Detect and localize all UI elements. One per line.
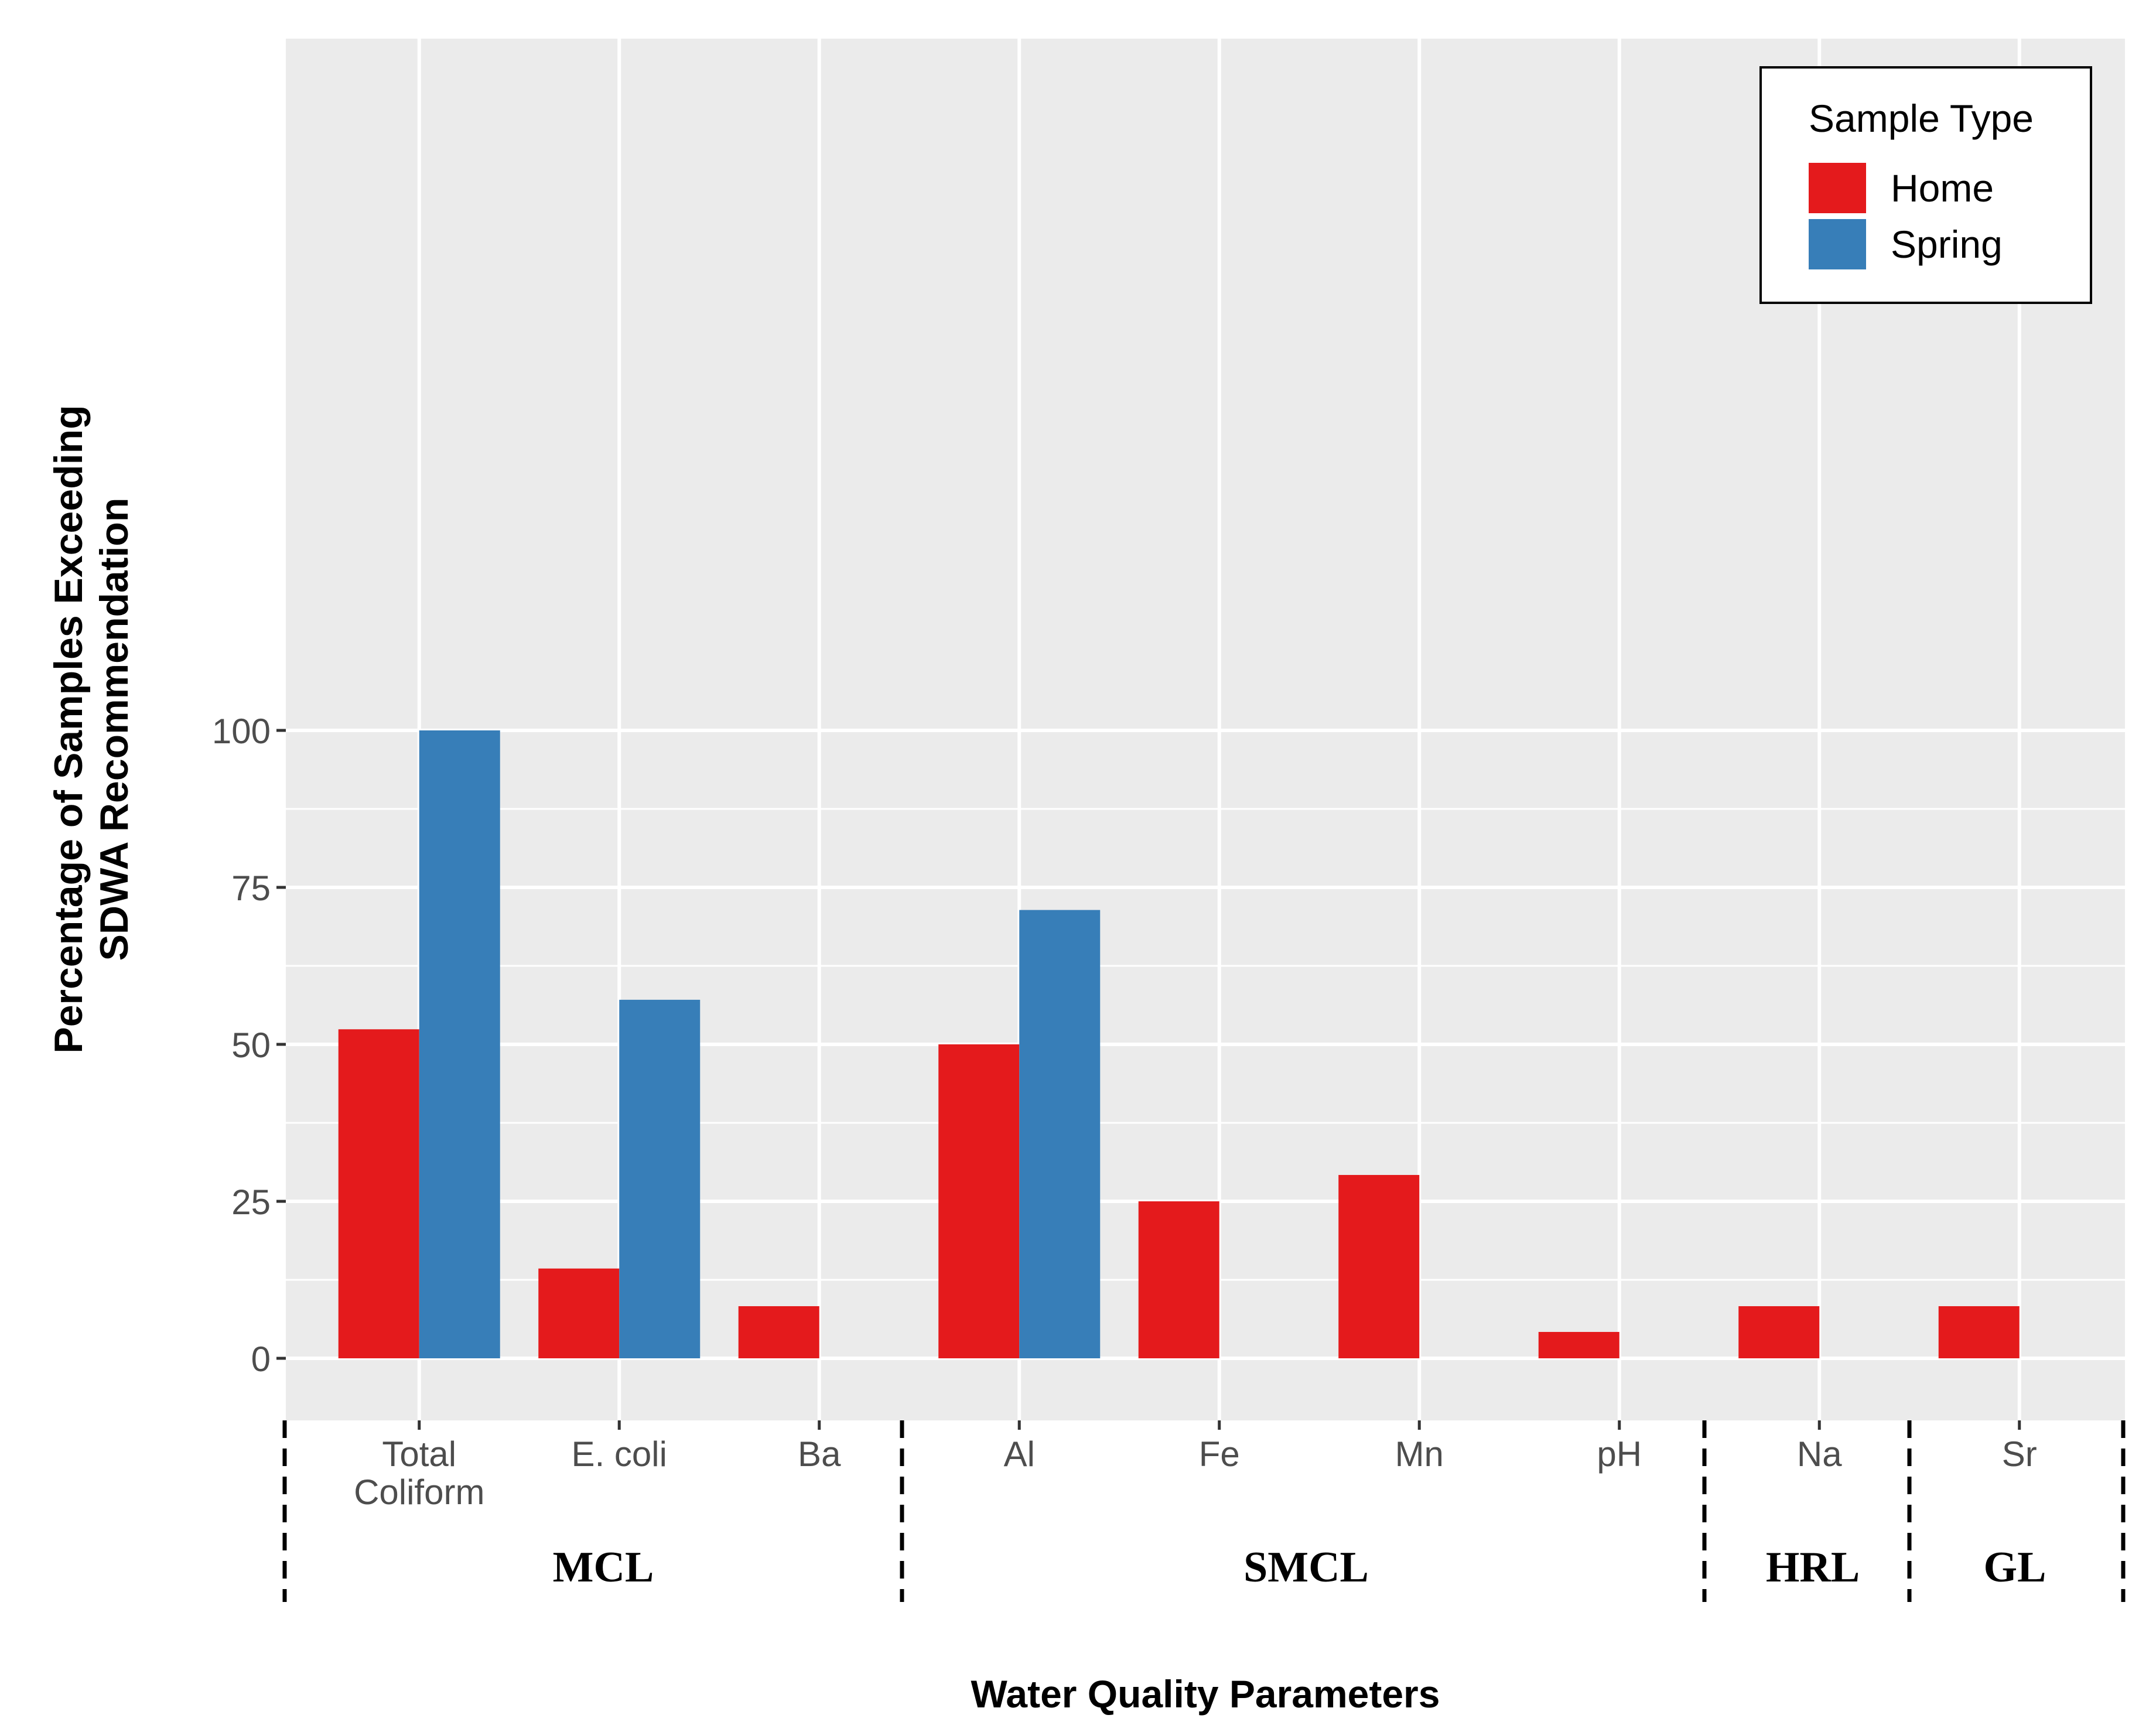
x-tick-label: Sr [2002, 1434, 2037, 1474]
group-label-mcl: MCL [553, 1543, 654, 1591]
y-tick-label: 0 [251, 1340, 271, 1379]
x-tick-label: Fe [1199, 1434, 1240, 1474]
group-label-hrl: HRL [1766, 1543, 1860, 1591]
x-tick-label: Mn [1395, 1434, 1444, 1474]
group-label-gl: GL [1984, 1543, 2046, 1591]
x-tick-label: Total [382, 1434, 456, 1474]
y-axis-title-line2: SDWA Recommendation [92, 498, 136, 961]
bar-spring-1 [619, 999, 701, 1358]
x-tick-label: Ba [798, 1434, 841, 1474]
bar-home-7 [1738, 1306, 1820, 1358]
y-tick-label: 50 [231, 1026, 271, 1065]
legend-key-spring [1809, 219, 1866, 269]
bar-home-1 [538, 1268, 620, 1358]
bar-spring-0 [419, 730, 500, 1358]
bar-spring-3 [1019, 910, 1101, 1358]
bar-home-8 [1938, 1306, 2020, 1358]
x-tick-label: E. coli [572, 1434, 667, 1474]
bar-home-6 [1538, 1331, 1619, 1358]
x-axis-title: Water Quality Parameters [971, 1672, 1440, 1716]
y-tick-label: 75 [231, 869, 271, 908]
bar-home-3 [938, 1044, 1020, 1358]
y-tick-label: 100 [212, 712, 271, 751]
legend-label-home: Home [1891, 166, 1994, 210]
x-tick-label: Na [1797, 1434, 1842, 1474]
x-tick-label: Al [1004, 1434, 1035, 1474]
x-tick-label: pH [1597, 1434, 1642, 1474]
legend-title: Sample Type [1809, 97, 2034, 140]
y-tick-label: 25 [231, 1183, 271, 1222]
x-tick-label-line2: Coliform [354, 1473, 484, 1512]
bar-home-5 [1338, 1174, 1420, 1358]
legend-label-spring: Spring [1891, 223, 2003, 266]
group-label-smcl: SMCL [1243, 1543, 1369, 1591]
y-axis-title-line1: Percentage of Samples Exceeding [46, 405, 91, 1053]
bar-home-4 [1138, 1201, 1219, 1358]
bar-home-2 [738, 1306, 819, 1358]
bar-home-0 [338, 1029, 419, 1358]
legend-key-home [1809, 163, 1866, 213]
